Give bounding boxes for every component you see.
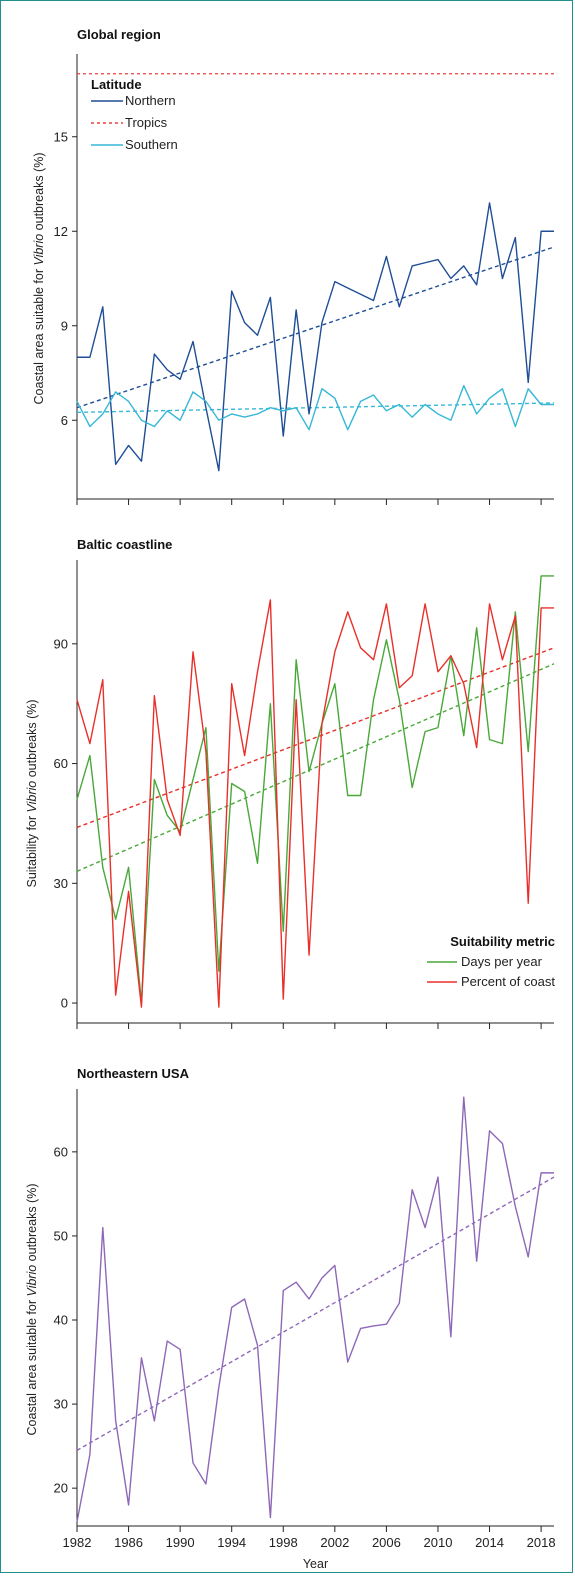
legend-entry: Days per year: [461, 954, 543, 969]
x-tick-label: 2006: [372, 1535, 401, 1550]
y-axis-label-part: Coastal area suitable for: [25, 1297, 39, 1436]
x-tick-label: 1986: [114, 1535, 143, 1550]
x-tick-label: 1982: [63, 1535, 92, 1550]
y-tick-label: 50: [54, 1228, 68, 1243]
legend-entry: Northern: [125, 93, 176, 108]
y-tick-label: 90: [54, 636, 68, 651]
y-tick-label: 9: [61, 318, 68, 333]
y-tick-label: 30: [54, 876, 68, 891]
y-tick-label: 20: [54, 1481, 68, 1496]
y-tick-label: 40: [54, 1313, 68, 1328]
y-axis-label-italic: Vibrio: [32, 234, 46, 266]
trend-line: [76, 1176, 555, 1451]
trend-line: [76, 663, 555, 872]
x-tick-label: 2014: [475, 1535, 504, 1550]
series-line-percent-of-coast: [76, 599, 554, 1008]
y-tick-label: 30: [54, 1397, 68, 1412]
y-axis-label: Coastal area suitable for Vibrio outbrea…: [32, 153, 46, 405]
y-axis-label-part: outbreaks (%): [25, 699, 39, 780]
x-tick-label: 1994: [217, 1535, 246, 1550]
x-tick-label: 2002: [320, 1535, 349, 1550]
y-axis-label-part: outbreaks (%): [32, 153, 46, 234]
x-tick-label: 1990: [166, 1535, 195, 1550]
legend-title: Suitability metric: [450, 934, 555, 949]
y-tick-label: 0: [61, 996, 68, 1011]
panel-3: Northeastern USA 20 30 40 50 60 1982 1986 1990 19…: [25, 1066, 556, 1571]
series-line-southern: [76, 384, 554, 431]
y-tick-label: 12: [54, 224, 68, 239]
legend-entry: Tropics: [125, 115, 168, 130]
panel-2: Baltic coastline 0 30 60 90 Suitability for V…: [25, 537, 555, 1029]
y-tick-label: 60: [54, 1144, 68, 1159]
y-axis-label-part: Coastal area suitable for: [32, 266, 46, 405]
y-tick-label: 6: [61, 413, 68, 428]
panel-title: Global region: [77, 27, 161, 42]
y-axis-label: Suitability for Vibrio outbreaks (%): [25, 699, 39, 887]
y-axis-label-italic: Vibrio: [25, 1265, 39, 1297]
panel-title: Baltic coastline: [77, 537, 172, 552]
legend-entry: Southern: [125, 137, 178, 152]
series-line-northern: [77, 202, 554, 472]
series-line-days-per-year: [76, 575, 554, 1004]
x-tick-label: 2010: [424, 1535, 453, 1550]
legend-title: Latitude: [91, 77, 142, 92]
y-axis-label-italic: Vibrio: [25, 781, 39, 813]
legend: Suitability metric Days per year Percent o…: [427, 934, 555, 989]
legend-entry: Percent of coast: [461, 974, 555, 989]
y-axis-label-part: outbreaks (%): [25, 1184, 39, 1265]
y-tick-label: 15: [54, 129, 68, 144]
trend-line: [76, 647, 555, 829]
panel-1: Global region 6 9 12 15 Coastal area suitable…: [32, 27, 555, 505]
y-tick-label: 60: [54, 756, 68, 771]
y-axis-label-part: Suitability for: [25, 812, 39, 887]
y-axis-label: Coastal area suitable for Vibrio outbrea…: [25, 1184, 39, 1436]
x-tick-label: 1998: [269, 1535, 298, 1550]
trend-line: [76, 246, 555, 409]
series-line-purple: [76, 1096, 554, 1522]
x-axis-label: Year: [303, 1557, 328, 1571]
panel-title: Northeastern USA: [77, 1066, 190, 1081]
x-tick-label: 2018: [527, 1535, 556, 1550]
